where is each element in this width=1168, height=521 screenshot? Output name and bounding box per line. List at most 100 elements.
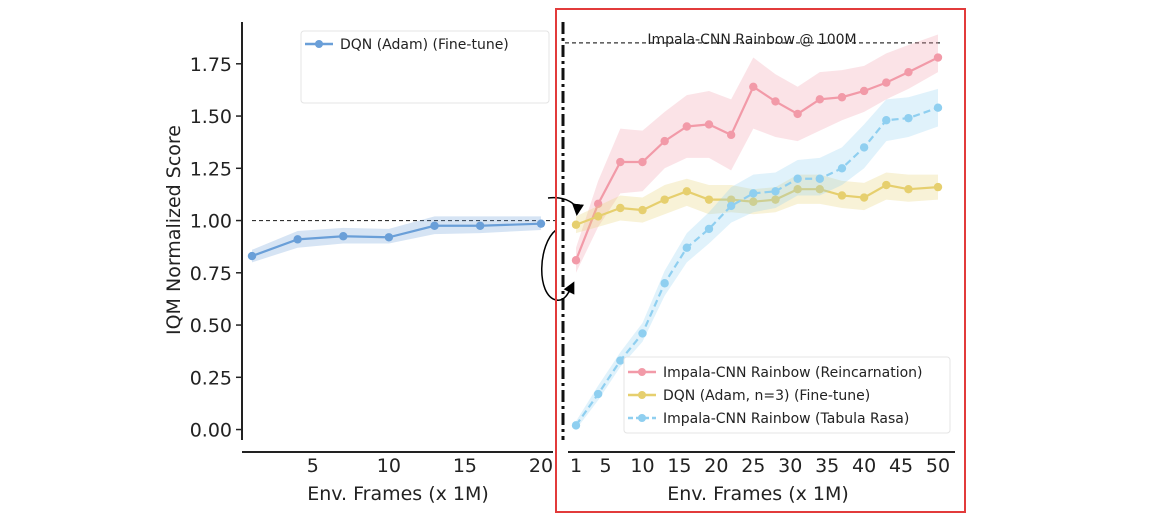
right-series-1-point-11 bbox=[815, 185, 824, 194]
right-legend-box bbox=[623, 356, 951, 434]
right-series-2-point-13 bbox=[859, 143, 869, 152]
right-series-0-point-15 bbox=[904, 67, 913, 77]
right-series-0-point-8 bbox=[749, 82, 758, 91]
right-series-0-point-2 bbox=[616, 157, 625, 167]
right-series-2-point-0 bbox=[571, 421, 581, 430]
right-legend-label-0: Impala-CNN Rainbow (Reincarnation) bbox=[663, 365, 923, 381]
right-series-0-point-4 bbox=[660, 136, 669, 146]
left-legend-marker bbox=[315, 40, 323, 48]
left-series-0-band bbox=[252, 216, 541, 263]
y-tick-label-5: 1.25 bbox=[190, 158, 232, 180]
right-series-0-point-6 bbox=[704, 120, 714, 129]
left-x-tick-label-1: 10 bbox=[377, 455, 401, 477]
right-x-ticks: 1 5 10 15 20 25 30 35 40 45 50 bbox=[570, 455, 950, 477]
right-series-2-point-9 bbox=[771, 187, 780, 196]
right-series-0-band bbox=[576, 34, 938, 273]
right-legend-marker-1 bbox=[638, 391, 646, 399]
left-series-0-point-3 bbox=[384, 233, 394, 242]
left-series-0-point-5 bbox=[475, 221, 485, 230]
right-x-axis-label: Env. Frames (x 1M) bbox=[667, 483, 849, 505]
right-series-1-point-10 bbox=[793, 185, 802, 194]
right-series-0-point-10 bbox=[793, 109, 802, 119]
y-tick-label-2: 0.50 bbox=[190, 315, 232, 337]
right-series-0-point-11 bbox=[815, 95, 824, 104]
right-series-1-point-7 bbox=[726, 195, 736, 204]
right-series-0-point-9 bbox=[771, 97, 780, 106]
right-series-0-point-13 bbox=[859, 86, 869, 96]
right-x-tick-label-3: 15 bbox=[667, 455, 691, 477]
y-tick-label-0: 0.00 bbox=[190, 420, 232, 442]
y-tick-label-1: 0.25 bbox=[190, 367, 232, 389]
y-ticks: 0.00 0.25 0.50 0.75 1.00 1.25 1.50 1.75 bbox=[190, 54, 242, 442]
y-tick-label-4: 1.00 bbox=[190, 211, 232, 233]
right-series-1-point-14 bbox=[882, 180, 891, 190]
right-series-2-point-8 bbox=[749, 189, 758, 198]
transition-arrow-upper bbox=[547, 196, 584, 216]
left-series-0-point-0 bbox=[247, 251, 257, 261]
right-series-2-point-16 bbox=[933, 103, 943, 112]
right-x-tick-label-7: 35 bbox=[815, 455, 839, 477]
left-series-layer bbox=[247, 216, 546, 263]
right-x-tick-label-8: 40 bbox=[852, 455, 876, 477]
right-series-2-point-5 bbox=[682, 243, 692, 252]
right-series-2-point-7 bbox=[726, 201, 736, 211]
right-x-tick-label-4: 20 bbox=[704, 455, 728, 477]
right-legend-label-2: Impala-CNN Rainbow (Tabula Rasa) bbox=[663, 411, 909, 427]
right-series-2-point-11 bbox=[815, 174, 824, 183]
right-legend-marker-2 bbox=[638, 414, 646, 422]
right-series-0-point-3 bbox=[638, 157, 647, 167]
right-series-2-band bbox=[576, 88, 938, 430]
right-x-tick-label-10: 50 bbox=[926, 455, 950, 477]
y-tick-label-3: 0.75 bbox=[190, 263, 232, 285]
highlight-border bbox=[555, 8, 966, 513]
right-series-1-point-8 bbox=[749, 197, 758, 206]
right-series-0-point-14 bbox=[882, 78, 891, 87]
left-legend-box bbox=[300, 30, 550, 104]
y-axis-label: IQM Normalized Score bbox=[163, 125, 185, 335]
left-x-axis-label: Env. Frames (x 1M) bbox=[307, 483, 489, 505]
y-tick-label-6: 1.50 bbox=[190, 106, 232, 128]
left-series-0-point-2 bbox=[339, 232, 348, 241]
right-legend-label-1: DQN (Adam, n=3) (Fine-tune) bbox=[663, 388, 870, 404]
right-series-0-point-1 bbox=[593, 199, 603, 209]
right-series-1-point-0 bbox=[571, 220, 581, 229]
right-series-1-point-15 bbox=[904, 185, 913, 194]
right-series-2-point-4 bbox=[660, 279, 669, 288]
right-series-2-point-2 bbox=[616, 356, 625, 365]
right-series-1-point-6 bbox=[704, 195, 714, 204]
right-series-1-point-13 bbox=[859, 193, 869, 202]
right-legend-marker-0 bbox=[638, 368, 646, 376]
right-x-tick-label-1: 5 bbox=[600, 455, 612, 477]
y-tick-label-7: 1.75 bbox=[190, 54, 232, 76]
left-legend-label: DQN (Adam) (Fine-tune) bbox=[340, 37, 509, 53]
right-series-2-point-12 bbox=[837, 164, 847, 173]
left-series-0-point-6 bbox=[536, 219, 546, 228]
right-series-2-point-14 bbox=[882, 116, 891, 125]
right-legend: Impala-CNN Rainbow (Reincarnation) DQN (… bbox=[623, 356, 951, 434]
right-series-2-point-15 bbox=[904, 113, 913, 123]
right-x-tick-label-6: 30 bbox=[778, 455, 802, 477]
right-series-2-point-3 bbox=[638, 329, 647, 338]
right-series-2-line bbox=[575, 106, 939, 427]
right-series-layer bbox=[571, 34, 943, 430]
right-series-1-point-3 bbox=[638, 205, 647, 215]
right-series-2-point-1 bbox=[593, 389, 603, 399]
left-x-tick-label-2: 15 bbox=[453, 455, 477, 477]
right-series-1-point-12 bbox=[837, 191, 847, 200]
right-series-0-point-16 bbox=[933, 53, 943, 62]
right-series-2-point-10 bbox=[793, 174, 802, 183]
left-x-tick-label-0: 5 bbox=[307, 455, 319, 477]
right-series-0-point-7 bbox=[726, 130, 736, 140]
left-x-ticks: 5 10 15 20 bbox=[307, 455, 553, 477]
right-x-tick-label-9: 45 bbox=[889, 455, 913, 477]
left-series-0-point-4 bbox=[430, 221, 439, 230]
right-series-1-point-16 bbox=[933, 182, 943, 192]
right-series-1-point-4 bbox=[660, 195, 669, 204]
right-series-1-point-2 bbox=[616, 203, 625, 213]
left-x-tick-label-3: 20 bbox=[529, 455, 553, 477]
right-series-1-point-9 bbox=[771, 195, 780, 204]
right-series-1-point-1 bbox=[593, 212, 603, 221]
right-x-tick-label-0: 1 bbox=[570, 455, 582, 477]
right-series-2-point-6 bbox=[704, 224, 714, 234]
